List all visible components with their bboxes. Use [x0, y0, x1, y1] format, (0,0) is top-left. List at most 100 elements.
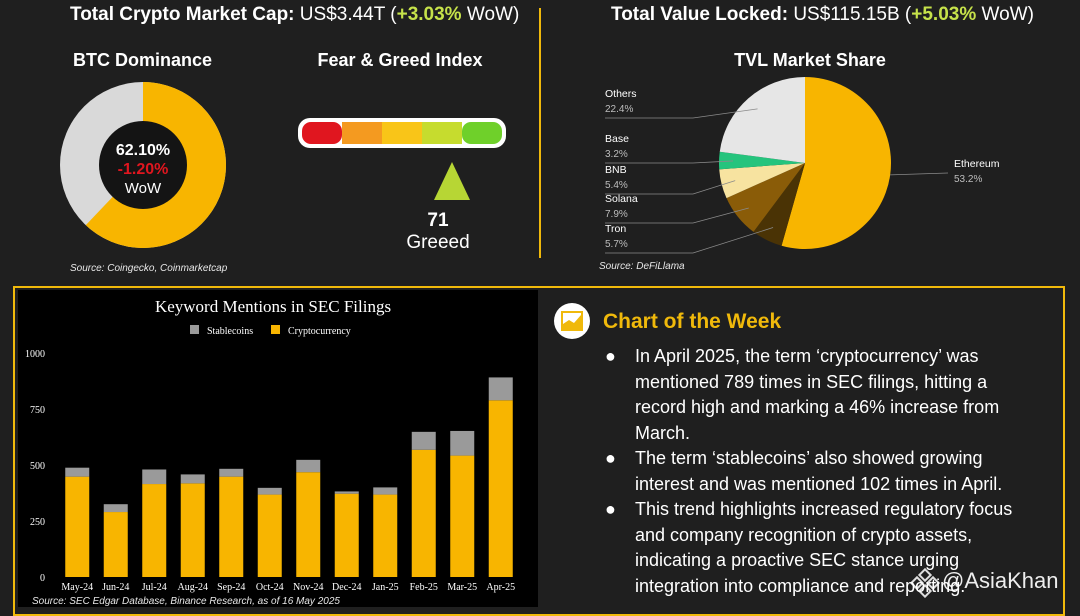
market-cap-label: Total Crypto Market Cap: — [70, 4, 295, 25]
bar-stablecoins — [219, 468, 244, 477]
x-tick-label: Feb-25 — [410, 582, 438, 593]
pie-leader-line-base — [605, 160, 734, 164]
bar-stablecoins — [180, 474, 205, 484]
x-tick-label: Mar-25 — [447, 582, 477, 593]
y-tick-label: 750 — [30, 405, 45, 416]
legend-swatch-stablecoins — [190, 325, 199, 334]
bar-stablecoins — [142, 469, 167, 485]
market-cap-open-paren: ( — [385, 4, 397, 25]
btc-dominance-donut: 62.10% -1.20% WoW — [60, 82, 226, 248]
bar-cryptocurrency — [219, 476, 244, 577]
pie-value-others: 22.4% — [605, 104, 633, 115]
watermark-text: @AsiaKhan — [942, 568, 1059, 593]
pie-slice-solana — [726, 163, 805, 232]
x-tick-label: Sep-24 — [217, 582, 245, 593]
fear-greed-gauge — [298, 118, 506, 148]
btc-dominance-change-label: WoW — [125, 180, 162, 197]
legend-swatch-cryptocurrency — [271, 325, 280, 334]
pie-slice-others — [719, 77, 805, 163]
bar-stablecoins — [450, 430, 475, 456]
bullet-dot-icon: ● — [605, 448, 616, 468]
pie-leader-line-bnb — [605, 180, 736, 195]
x-tick-label: Jan-25 — [372, 582, 399, 593]
bar-cryptocurrency — [257, 494, 282, 577]
source-coingecko: Source: Coingecko, Coinmarketcap — [70, 263, 228, 274]
tvl-pie-chart: Ethereum 53.2% Tron 5.7% Solana 7.9% BNB 5.4% Ba… — [605, 77, 1000, 254]
pie-slice-base — [719, 151, 805, 170]
pie-slice-ethereum — [781, 77, 891, 249]
x-tick-label: Nov-24 — [293, 582, 324, 593]
bar-cryptocurrency — [103, 512, 128, 577]
bullet-item: ● In April 2025, the term ‘cryptocurrency… — [605, 344, 1035, 446]
pie-label-solana: Solana — [605, 193, 638, 205]
x-tick-label: Dec-24 — [332, 582, 361, 593]
bar-stablecoins — [411, 431, 436, 450]
x-tick-label: Aug-24 — [177, 582, 208, 593]
source-defillama: Source: DeFiLlama — [599, 261, 685, 272]
y-tick-label: 500 — [30, 461, 45, 472]
btc-dominance-value: 62.10% — [116, 142, 170, 159]
btc-dominance-title: BTC Dominance — [72, 50, 213, 70]
bullet-item: ● The term ‘stablecoins’ also showed grow… — [605, 446, 1035, 497]
legend-label-stablecoins: Stablecoins — [207, 326, 253, 337]
btc-dominance-change: -1.20% — [118, 161, 169, 178]
chart-icon-circle — [554, 303, 590, 339]
market-cap-suffix: WoW) — [461, 4, 520, 25]
bar-cryptocurrency — [180, 483, 205, 577]
bar-stablecoins — [103, 504, 128, 513]
pie-leader-line-tron — [605, 227, 774, 254]
bar-stablecoins — [334, 491, 359, 494]
pie-leader-line-solana — [605, 207, 749, 224]
fear-greed-label: Greeed — [406, 232, 470, 253]
x-tick-label: May-24 — [61, 582, 93, 593]
gauge-segment-neutral — [382, 122, 422, 144]
bar-stablecoins — [296, 459, 321, 473]
pie-label-bnb: BNB — [605, 164, 627, 176]
gauge-segment-greed — [422, 122, 462, 144]
pie-value-ethereum: 53.2% — [954, 174, 982, 185]
market-cap-value: US$3.44T — [299, 4, 385, 25]
tvl-value: US$115.15B — [793, 4, 900, 25]
bar-stablecoins — [65, 467, 90, 477]
y-tick-label: 0 — [40, 573, 45, 584]
pie-leader-line-others — [605, 108, 758, 119]
pie-value-base: 3.2% — [605, 149, 628, 160]
x-tick-label: Oct-24 — [256, 582, 284, 593]
legend-label-cryptocurrency: Cryptocurrency — [288, 326, 351, 337]
keyword-mentions-chart: Keyword Mentions in SEC Filings Stablecoi… — [18, 290, 538, 607]
chart-icon — [554, 303, 590, 339]
pie-value-tron: 5.7% — [605, 239, 628, 250]
bar-chart-title: Keyword Mentions in SEC Filings — [155, 297, 391, 316]
donut-hole — [99, 121, 187, 209]
chart-of-week-bullets: ● In April 2025, the term ‘cryptocurrency… — [605, 344, 1035, 599]
pie-leader-line-ethereum — [890, 172, 949, 176]
bullet-text: In April 2025, the term ‘cryptocurrency’… — [635, 346, 1000, 443]
x-tick-label: Jul-24 — [142, 582, 167, 593]
pie-label-base: Base — [605, 133, 629, 145]
gauge-segment-fear — [342, 122, 382, 144]
market-cap-change: +3.03% — [396, 4, 462, 25]
chart-of-week-title: Chart of the Week — [603, 310, 782, 333]
tvl-change: +5.03% — [911, 4, 977, 25]
bar-cryptocurrency — [450, 455, 475, 577]
watermark-logo-icon — [910, 568, 940, 598]
bar-cryptocurrency — [488, 400, 513, 577]
bar-cryptocurrency — [296, 472, 321, 577]
pie-slice-tron — [753, 163, 805, 246]
x-tick-label: Apr-25 — [486, 582, 515, 593]
pie-value-bnb: 5.4% — [605, 180, 628, 191]
tvl-share-title: TVL Market Share — [734, 50, 886, 70]
fear-greed-title: Fear & Greed Index — [317, 50, 483, 70]
pie-slice-bnb — [719, 163, 805, 199]
gauge-segment-extreme-greed — [462, 122, 502, 144]
bullet-text: The term ‘stablecoins’ also showed growi… — [635, 448, 1003, 494]
bullet-item: ● This trend highlights increased regulat… — [605, 497, 1035, 599]
pie-label-tron: Tron — [605, 223, 626, 235]
bullet-dot-icon: ● — [605, 499, 616, 519]
pie-label-ethereum: Ethereum — [954, 158, 1000, 170]
y-tick-label: 1000 — [25, 349, 45, 360]
bullet-dot-icon: ● — [605, 346, 616, 366]
x-tick-label: Jun-24 — [102, 582, 129, 593]
bar-cryptocurrency — [411, 449, 436, 577]
pie-value-solana: 7.9% — [605, 209, 628, 220]
